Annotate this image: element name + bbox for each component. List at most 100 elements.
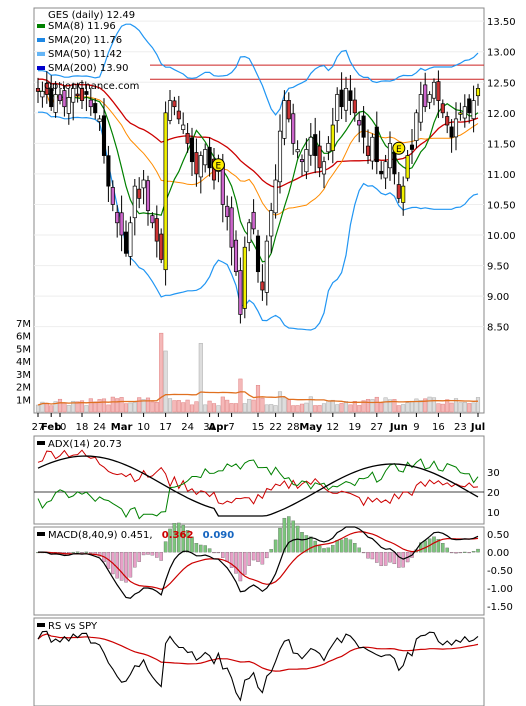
volume-bar: [66, 405, 71, 413]
volume-bar: [260, 397, 265, 413]
volume-bar: [370, 399, 375, 413]
macd-legend-hist: 0.090: [203, 530, 235, 541]
volume-bar: [453, 398, 459, 413]
macd-histogram-bar: [366, 551, 370, 559]
macd-histogram-bar: [234, 551, 238, 574]
candle-body: [62, 90, 67, 108]
candle-body: [357, 120, 362, 126]
macd-histogram-bar: [458, 551, 463, 554]
candle-body: [273, 179, 278, 214]
date-tick-label: 12: [326, 422, 339, 433]
macd-histogram-bar: [454, 551, 458, 554]
candle-body: [247, 222, 252, 243]
macd-histogram-bar: [203, 545, 207, 553]
volume-bar: [339, 403, 344, 413]
volume-bar: [321, 403, 327, 413]
date-tick-label: 22: [269, 422, 282, 433]
candle-body: [207, 146, 212, 169]
rs-average-line: [37, 633, 479, 672]
candle-body: [321, 161, 327, 175]
candle-body: [264, 240, 269, 293]
macd-histogram-bar: [344, 537, 348, 553]
candle-body: [269, 210, 274, 237]
candle-body: [198, 155, 203, 178]
volume-bar: [427, 396, 432, 413]
macd-histogram-bar: [124, 551, 128, 583]
resistance-lines: [150, 64, 484, 80]
macd-histogram-bar: [441, 543, 445, 553]
macd-histogram-bar: [225, 551, 229, 562]
macd-histogram-bar: [317, 545, 322, 553]
candle-body: [295, 149, 300, 153]
macd-histogram-bar: [383, 551, 388, 566]
macd-histogram-bar: [287, 516, 291, 553]
candle-body: [409, 144, 415, 150]
candle-body: [163, 112, 168, 271]
candle-body: [194, 152, 199, 175]
legend-swatch-sma50: [37, 52, 45, 56]
date-tick-label: Apr: [208, 422, 228, 433]
volume-bar: [317, 405, 322, 413]
candle-body: [467, 98, 472, 114]
candle-body: [141, 179, 146, 189]
volume-bar: [295, 405, 300, 413]
rs-panel: [33, 617, 485, 706]
volume-bar: [277, 391, 283, 413]
earnings-markers: EE: [211, 141, 406, 172]
candle-body: [189, 137, 195, 163]
date-tick-label: 27: [32, 422, 45, 433]
macd-tick-label: -0.50: [487, 566, 513, 577]
candle-body: [471, 100, 476, 120]
volume-bar: [137, 397, 142, 413]
macd-histogram-bar: [212, 551, 216, 554]
candle-body: [383, 161, 388, 179]
candle-body: [128, 222, 133, 257]
volume-bar: [154, 401, 159, 413]
candle-body: [71, 88, 76, 103]
volume-bar: [255, 385, 261, 413]
candle-body: [348, 90, 353, 101]
macd-histogram-bar: [115, 551, 119, 579]
volume-bar: [233, 403, 239, 413]
price-tick-label: 10.00: [487, 231, 516, 242]
rs-line: [37, 630, 479, 702]
volume-bars: [35, 332, 481, 413]
volume-bar: [79, 400, 85, 413]
volume-bar: [423, 398, 428, 413]
macd-histogram-bar: [238, 551, 243, 582]
candle-body: [106, 155, 111, 187]
volume-bar: [264, 404, 269, 413]
candle-body: [97, 118, 102, 122]
candle-body: [330, 124, 335, 152]
volume-bar: [299, 403, 305, 413]
candle-body: [462, 106, 467, 119]
volume-bar: [57, 398, 63, 413]
candle-body: [238, 270, 243, 315]
candle-body: [387, 143, 393, 169]
volume-bar: [449, 402, 454, 413]
candle-body: [313, 134, 318, 156]
volume-bar: [286, 399, 291, 413]
macd-histogram-bar: [159, 551, 163, 561]
volume-bar: [343, 401, 349, 413]
macd-histogram-bar: [379, 551, 383, 567]
volume-bar: [238, 378, 243, 413]
macd-histogram-bar: [445, 547, 449, 553]
macd-histogram-bar: [229, 551, 234, 568]
date-tick-label: 9: [413, 422, 419, 433]
candle-body: [458, 112, 463, 115]
macd-histogram-bar: [216, 551, 221, 554]
volume-bar: [273, 405, 278, 413]
candle-body: [431, 81, 437, 99]
legend-sma50: SMA(50) 11.42: [48, 49, 122, 60]
volume-bar: [471, 402, 476, 413]
candle-body: [343, 88, 349, 111]
macd-histogram-bar: [251, 551, 256, 561]
candle-body: [123, 231, 129, 254]
macd-histogram-bar: [291, 520, 295, 553]
price-tick-label: 9.00: [487, 292, 509, 303]
candle-body: [233, 239, 239, 273]
legend-swatch-sma8: [37, 24, 45, 28]
macd-histogram-bar: [97, 551, 102, 557]
